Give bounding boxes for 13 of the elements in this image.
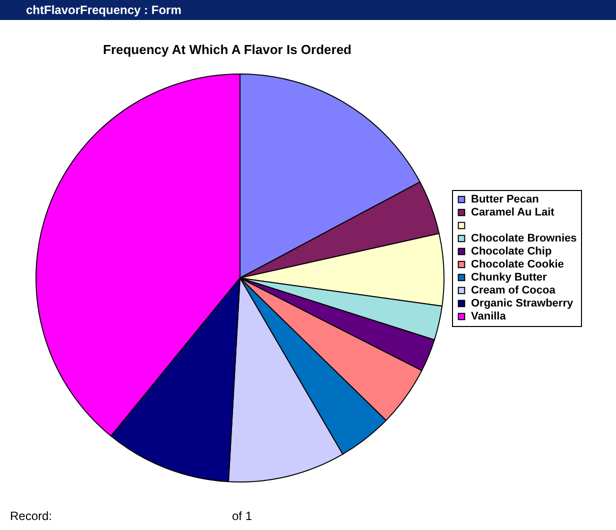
legend-label: Chocolate Chip (471, 246, 552, 258)
legend-label: Vanilla (471, 310, 507, 322)
legend-label: Chunky Butter (471, 272, 548, 284)
legend-label: Organic Strawberry (471, 298, 574, 310)
text: chtFlavorFrequency : Form (26, 3, 182, 17)
legend-label: Cream of Cocoa (471, 284, 556, 296)
legend-label: Chocolate Cookie (471, 258, 564, 270)
text: Record: (10, 509, 52, 523)
legend-label: Chocolate Brownies (471, 232, 577, 244)
text: of 1 (232, 509, 252, 523)
legend-label: Butter Pecan (471, 194, 540, 206)
legend-label: Caramel Au Lait (471, 206, 555, 218)
chart-title: Frequency At Which A Flavor Is Ordered (103, 42, 352, 57)
